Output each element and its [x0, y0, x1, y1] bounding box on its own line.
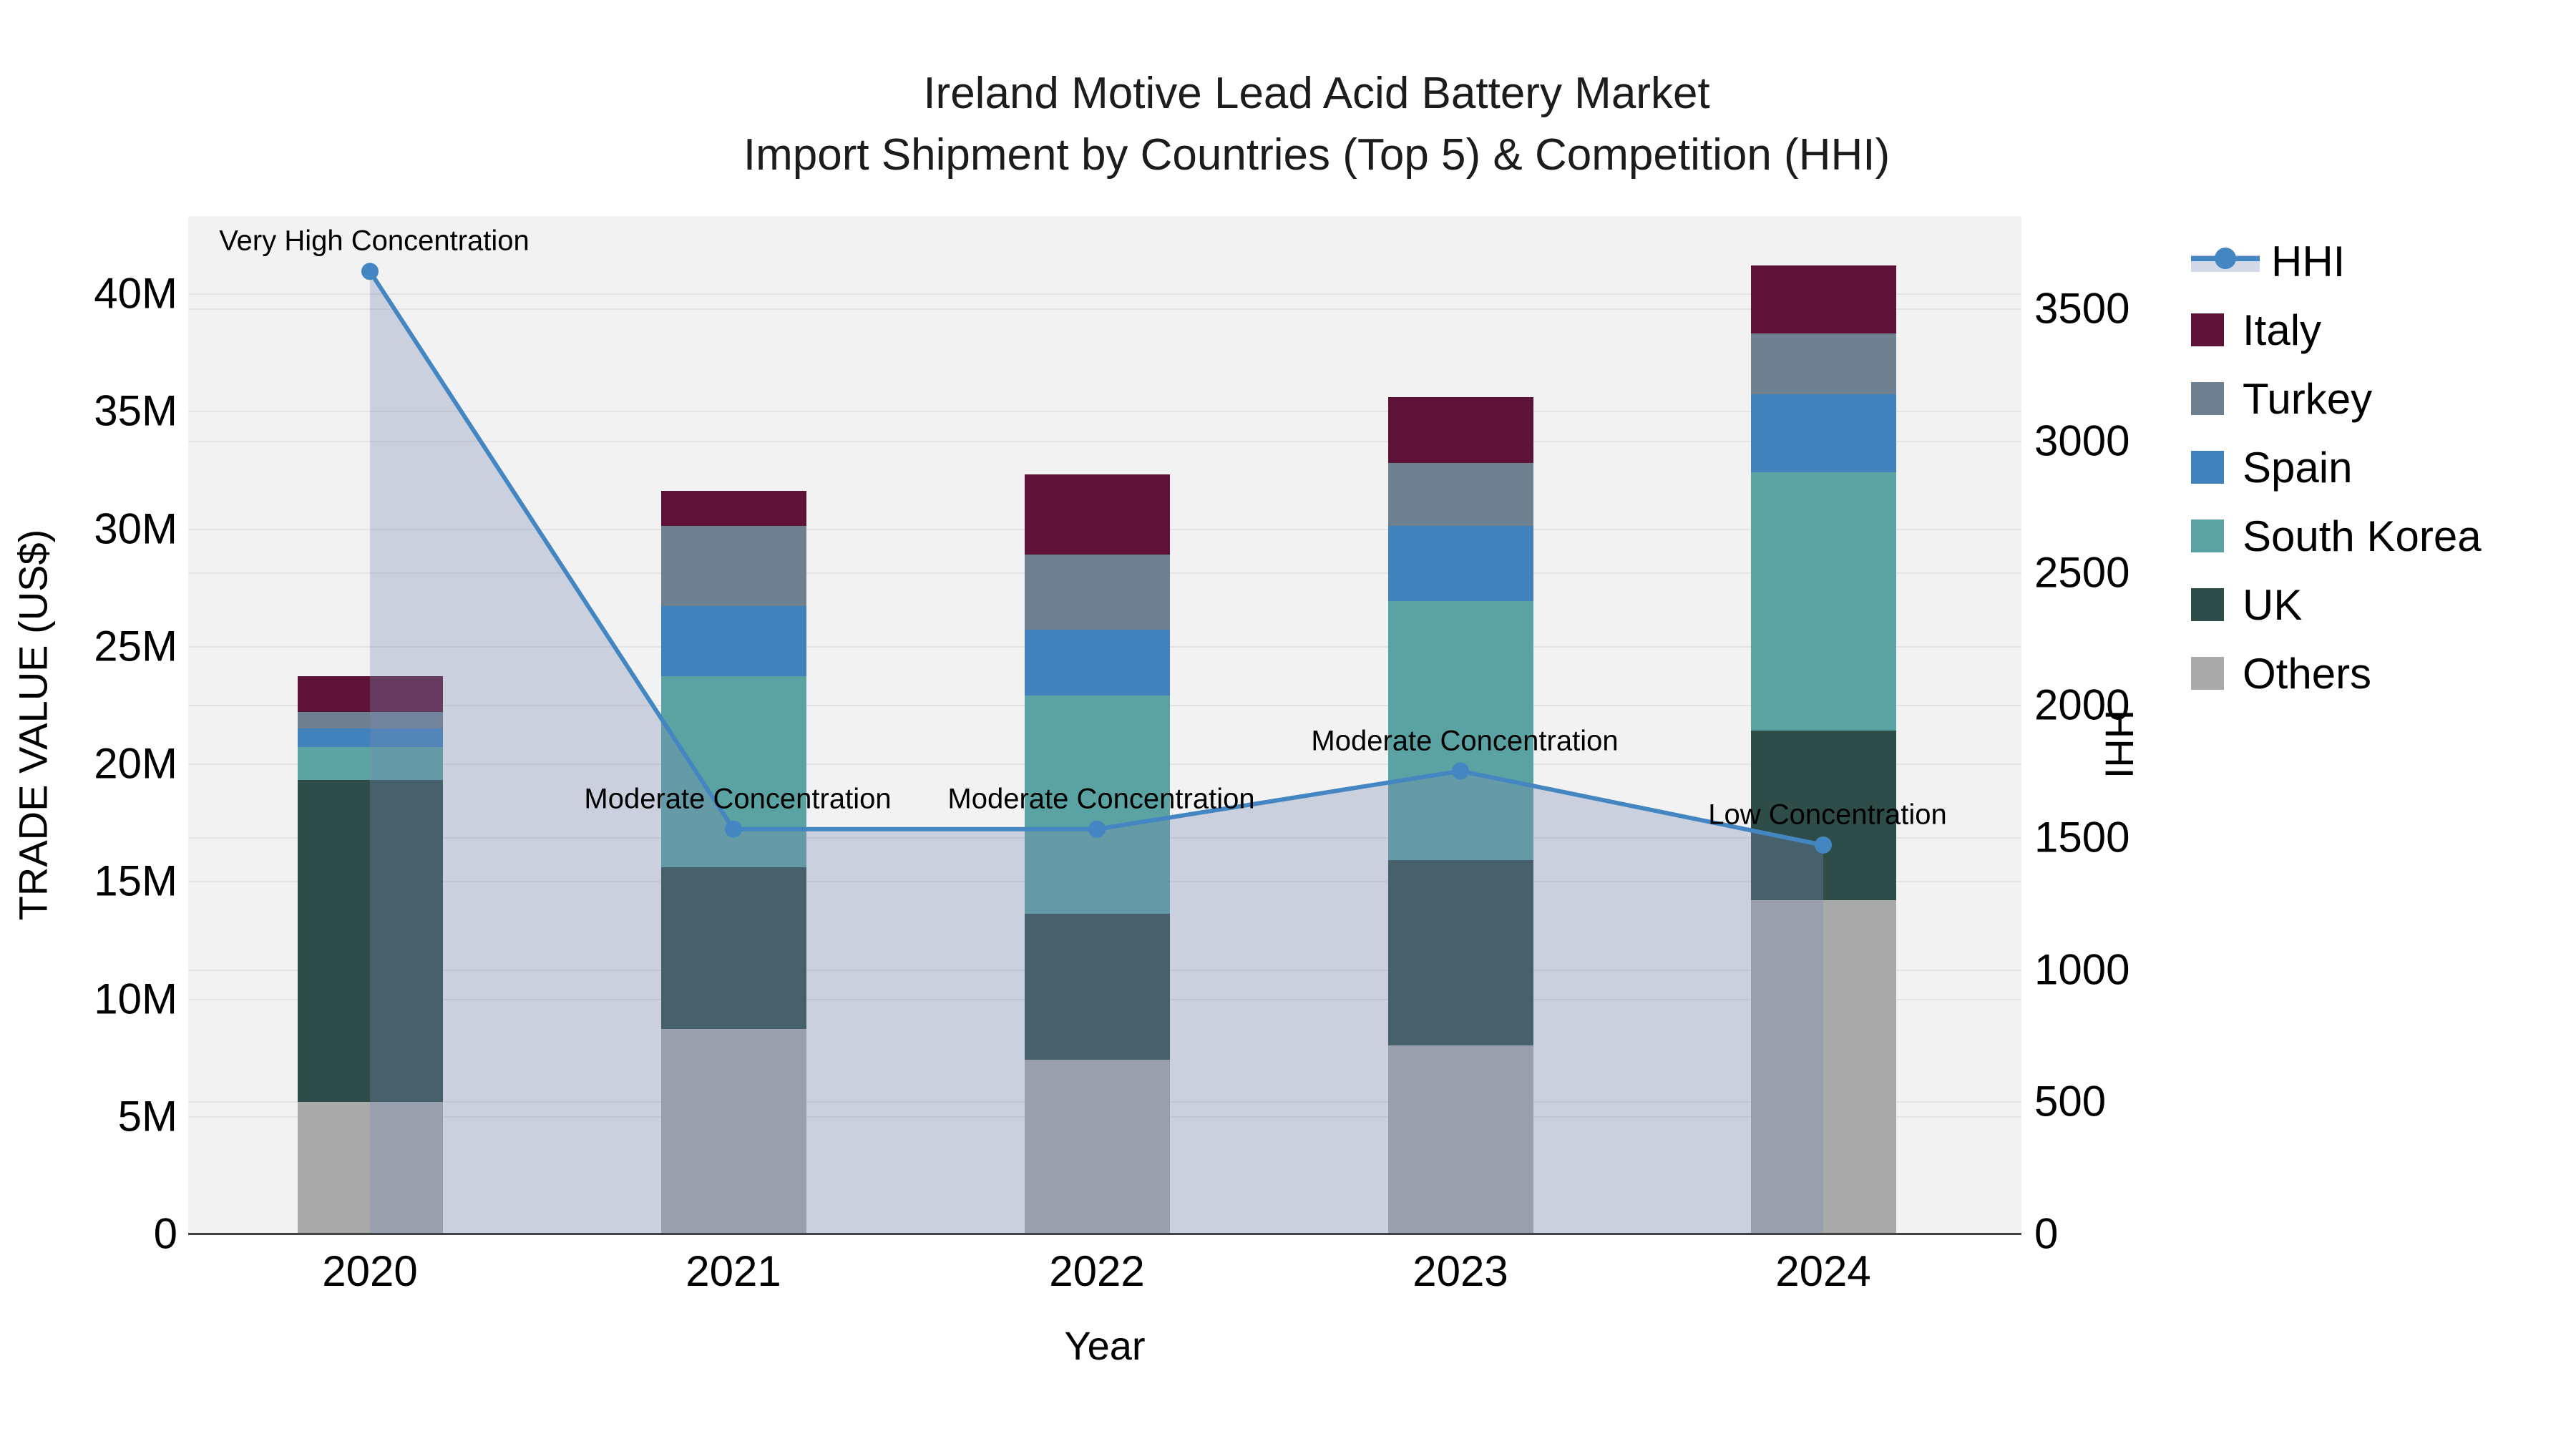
bar-2020-uk — [297, 779, 443, 1103]
bar-2021-uk — [660, 867, 806, 1030]
hhi-line-layer — [361, 263, 1832, 1234]
bar-2022-others — [1024, 1059, 1170, 1234]
bar-2024-spain — [1750, 394, 1896, 472]
bar-2020-turkey — [297, 711, 443, 728]
hhi-legend-sample-icon — [2191, 245, 2260, 278]
bar-2023-spain — [1387, 526, 1533, 602]
annotation-2020: Very High Concentration — [219, 225, 530, 257]
y-left-tick-20M: 20M — [94, 739, 177, 788]
spain-swatch-icon — [2191, 451, 2224, 484]
hhi-marker-2022 — [1088, 820, 1106, 838]
y-left-tick-25M: 25M — [94, 622, 177, 670]
bar-2020-spain — [297, 728, 443, 747]
bar-2023-italy — [1387, 396, 1533, 463]
y-left-tick-40M: 40M — [94, 269, 177, 318]
bar-2022-uk — [1024, 914, 1170, 1060]
bar-2022-turkey — [1024, 554, 1170, 630]
y-left-tick-0: 0 — [153, 1209, 177, 1258]
bar-2024-turkey — [1750, 333, 1896, 395]
south-korea-swatch-icon — [2191, 519, 2224, 552]
legend-label-spain: Spain — [2243, 443, 2353, 492]
y-right-tick-3000: 3000 — [2034, 416, 2130, 465]
bar-2023-south-korea — [1387, 601, 1533, 860]
hhi-marker-2021 — [725, 820, 742, 838]
legend-label-italy: Italy — [2243, 306, 2322, 354]
legend-label-uk: UK — [2243, 580, 2303, 629]
bar-2022-spain — [1024, 629, 1170, 696]
bar-2023-uk — [1387, 859, 1533, 1046]
hhi-marker-2020 — [361, 263, 379, 280]
turkey-swatch-icon — [2191, 382, 2224, 415]
y-left-tick-35M: 35M — [94, 386, 177, 435]
x-tick-2023: 2023 — [1413, 1247, 1508, 1295]
chart-title-line2: Import Shipment by Countries (Top 5) & C… — [743, 130, 1890, 180]
x-axis-title: Year — [1064, 1323, 1146, 1368]
annotation-2023: Moderate Concentration — [1311, 725, 1619, 756]
bar-2024-uk — [1750, 731, 1896, 900]
legend-item-spain[interactable]: Spain — [2191, 442, 2352, 492]
y-left-tick-10M: 10M — [94, 975, 177, 1023]
bar-2023-others — [1387, 1045, 1533, 1234]
annotation-2024: Low Concentration — [1708, 799, 1947, 831]
legend-item-uk[interactable]: UK — [2191, 580, 2302, 630]
hhi-marker-2024 — [1815, 836, 1832, 854]
y-axis-right-title: HHI — [2097, 709, 2142, 779]
y-left-tick-30M: 30M — [94, 504, 177, 552]
others-swatch-icon — [2191, 657, 2224, 690]
annotation-2022: Moderate Concentration — [947, 783, 1255, 815]
uk-swatch-icon — [2191, 588, 2224, 621]
legend-item-south-korea[interactable]: South Korea — [2191, 511, 2482, 561]
x-tick-2020: 2020 — [322, 1247, 418, 1295]
y-right-tick-2000: 2000 — [2034, 680, 2130, 729]
x-tick-2024: 2024 — [1775, 1247, 1871, 1295]
x-axis-line — [188, 1233, 2021, 1235]
bar-2024-south-korea — [1750, 472, 1896, 731]
bar-2020-south-korea — [297, 747, 443, 780]
gridline-hhi-3500 — [188, 308, 2021, 310]
gridline-hhi-3000 — [188, 440, 2021, 442]
legend-label-others: Others — [2243, 649, 2372, 698]
hhi-area-fill — [370, 271, 1823, 1234]
x-tick-2021: 2021 — [686, 1247, 781, 1295]
hhi-marker-2023 — [1452, 762, 1469, 780]
chart-title: Ireland Motive Lead Acid Battery Market … — [172, 63, 2462, 185]
legend-item-turkey[interactable]: Turkey — [2191, 374, 2372, 424]
bar-2022-italy — [1024, 474, 1170, 555]
bar-2021-others — [660, 1029, 806, 1234]
y-right-tick-0: 0 — [2034, 1209, 2059, 1258]
y-right-tick-3500: 3500 — [2034, 284, 2130, 333]
y-right-tick-2500: 2500 — [2034, 548, 2130, 597]
italy-swatch-icon — [2191, 313, 2224, 346]
y-left-tick-5M: 5M — [117, 1092, 177, 1141]
y-right-tick-1500: 1500 — [2034, 813, 2130, 862]
bar-2020-others — [297, 1102, 443, 1234]
legend-label-south-korea: South Korea — [2243, 512, 2482, 560]
y-axis-left-title: TRADE VALUE (US$) — [10, 529, 56, 921]
hhi-legend-marker — [2215, 248, 2236, 269]
bar-2023-turkey — [1387, 462, 1533, 527]
bar-2021-turkey — [660, 526, 806, 606]
bar-2021-spain — [660, 605, 806, 677]
plot-area: Very High Concentration Moderate Concentr… — [188, 216, 2021, 1234]
x-tick-2022: 2022 — [1049, 1247, 1145, 1295]
annotation-2021: Moderate Concentration — [584, 783, 892, 815]
bar-2024-italy — [1750, 265, 1896, 333]
legend-item-hhi[interactable]: HHI — [2191, 236, 2345, 286]
y-right-tick-500: 500 — [2034, 1077, 2107, 1126]
y-right-tick-1000: 1000 — [2034, 945, 2130, 994]
y-left-tick-15M: 15M — [94, 857, 177, 905]
bar-2022-south-korea — [1024, 695, 1170, 914]
legend-item-italy[interactable]: Italy — [2191, 305, 2321, 355]
legend-label-turkey: Turkey — [2243, 374, 2373, 423]
chart-title-line1: Ireland Motive Lead Acid Battery Market — [923, 69, 1710, 118]
bar-2021-italy — [660, 490, 806, 527]
bar-2024-others — [1750, 899, 1896, 1234]
legend-item-others[interactable]: Others — [2191, 648, 2371, 698]
gridline-trade-40M — [188, 293, 2021, 295]
legend-label-hhi: HHI — [2271, 237, 2346, 286]
bar-2020-italy — [297, 676, 443, 712]
gridline-trade-35M — [188, 411, 2021, 413]
